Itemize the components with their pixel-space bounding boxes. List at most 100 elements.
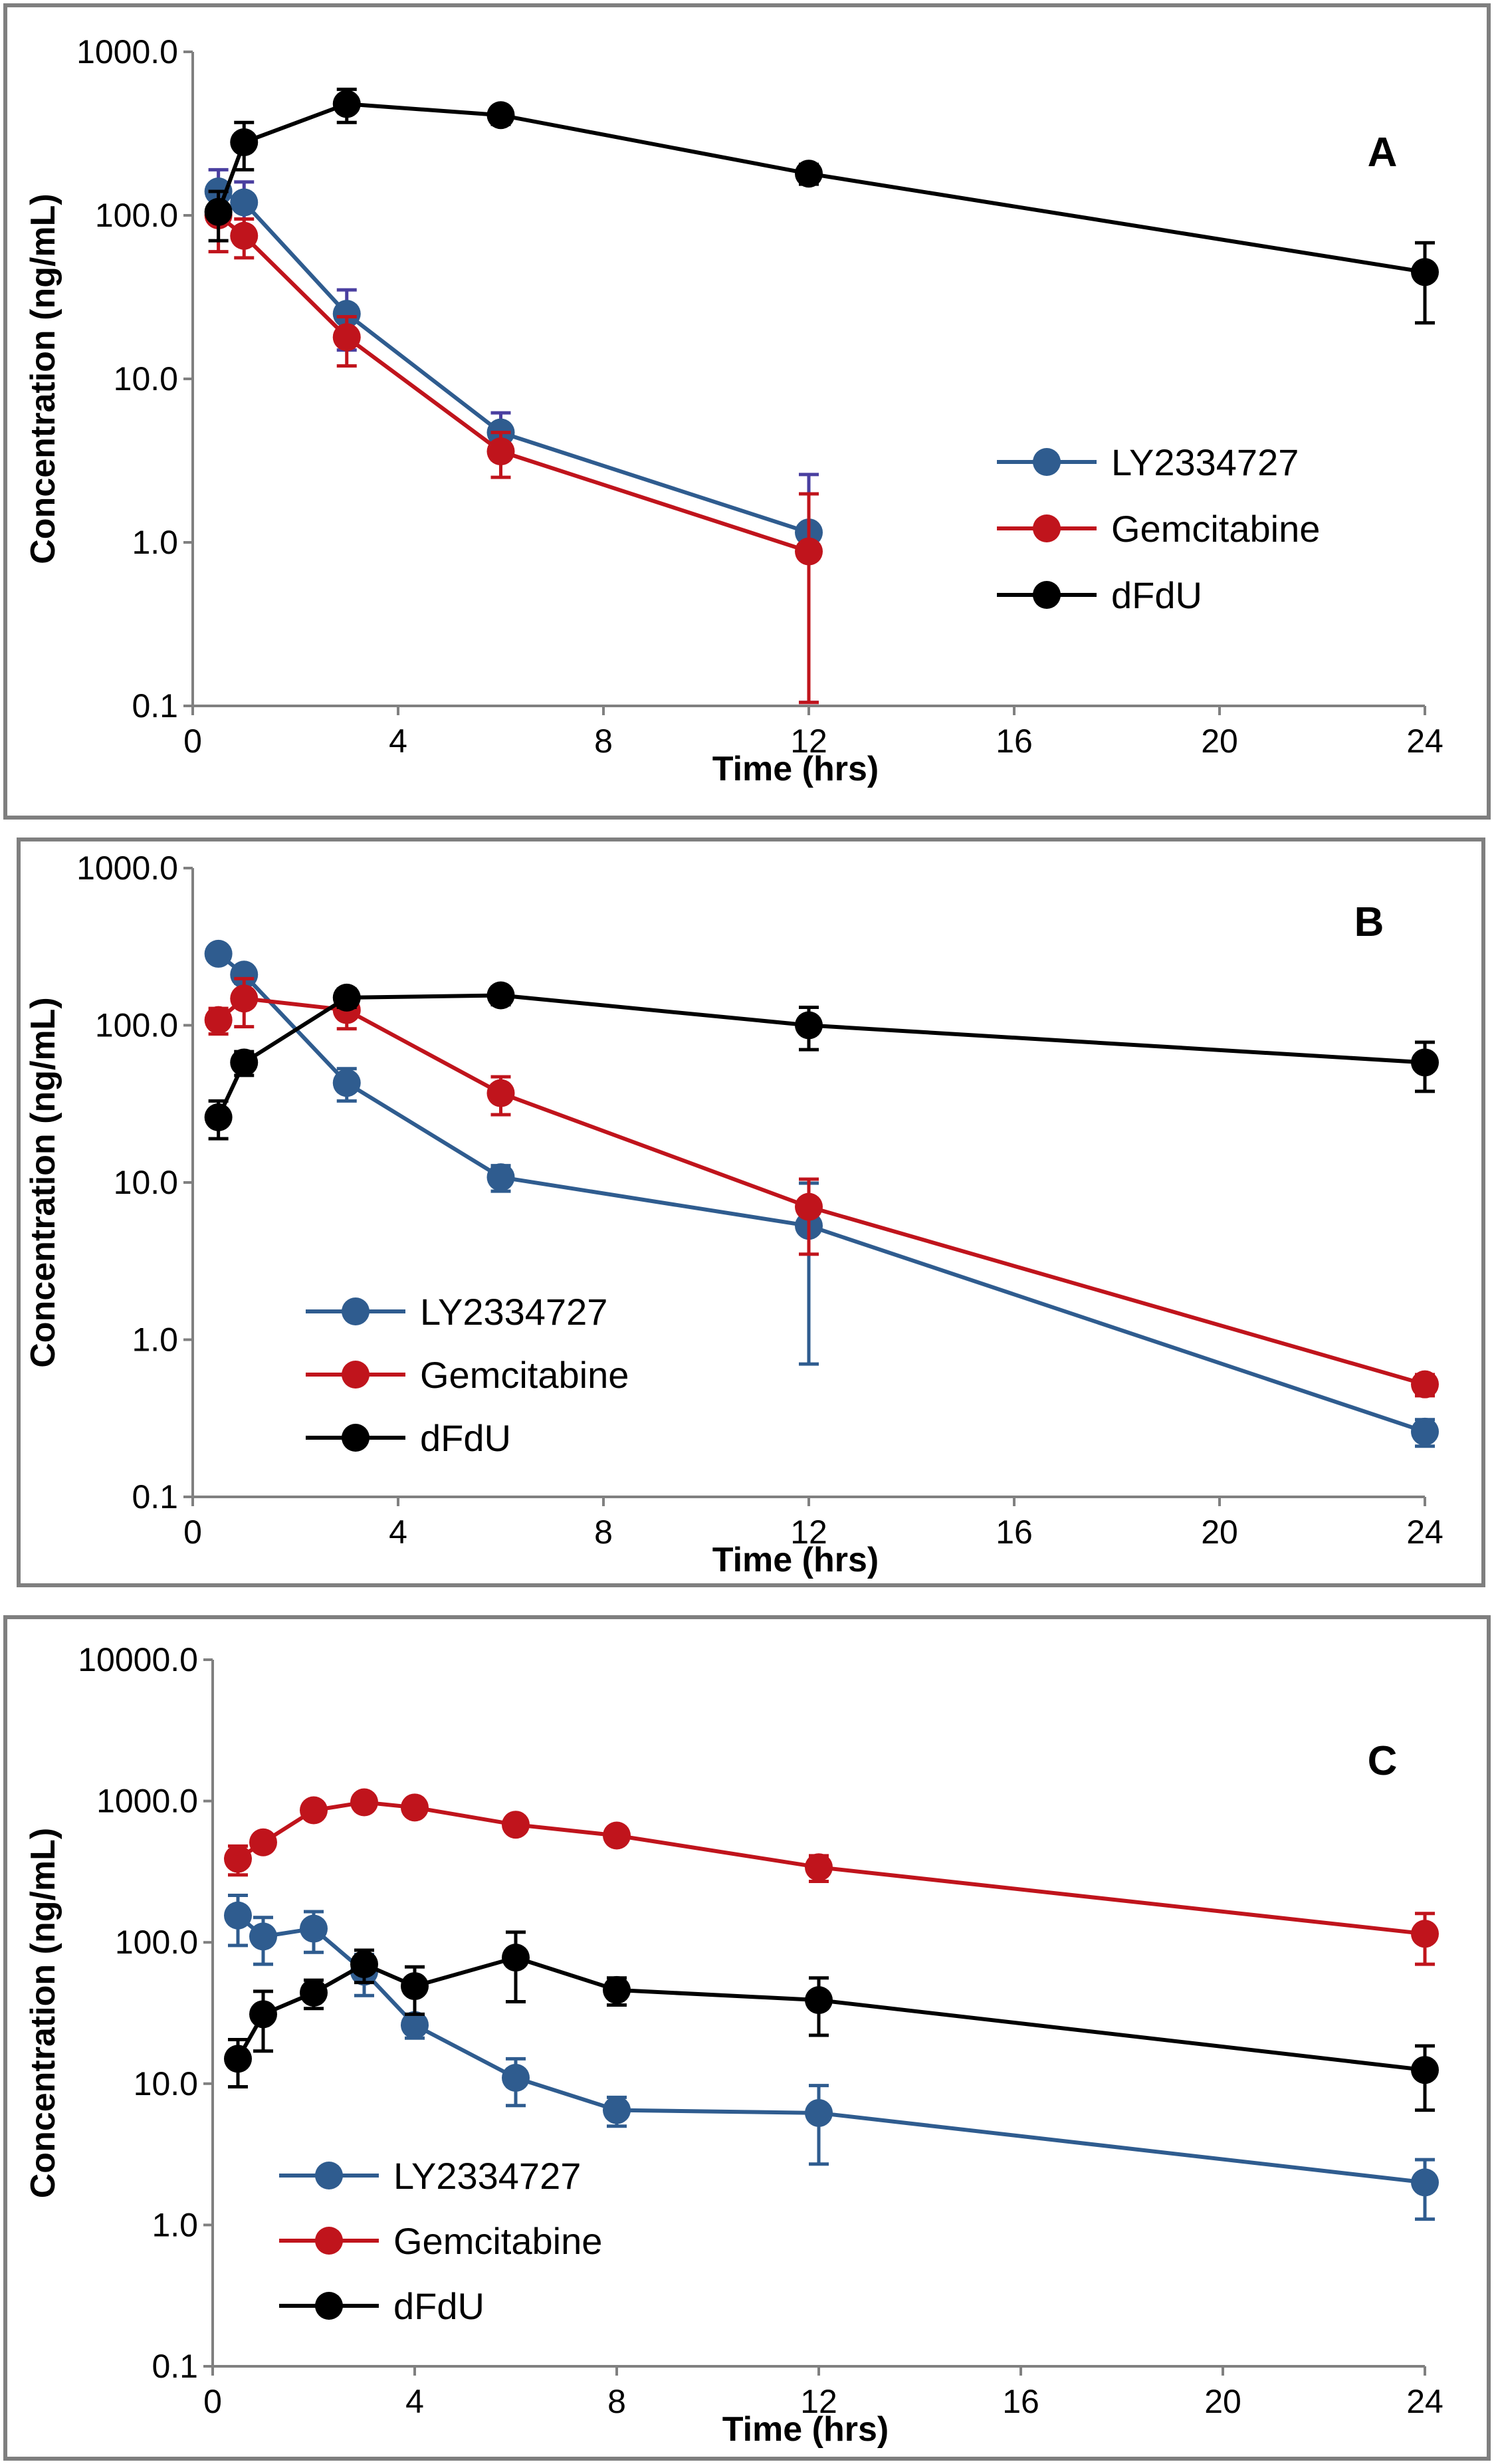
x-tick-label: 8 [594, 723, 613, 760]
data-point [401, 1793, 429, 1822]
x-tick-label: 16 [996, 723, 1033, 760]
y-tick-label: 100.0 [95, 197, 178, 234]
legend-label: LY2334727 [420, 1291, 607, 1333]
legend-marker [315, 2162, 343, 2189]
legend: LY2334727 Gemcitabine dFdU [997, 441, 1320, 616]
series-line [217, 189, 809, 534]
legend-marker [1033, 448, 1061, 476]
x-axis-title: Time (hrs) [722, 2410, 889, 2449]
data-point [805, 1853, 833, 1882]
data-point [603, 1821, 631, 1850]
series-line [216, 102, 1426, 275]
legend-marker [315, 2227, 343, 2255]
data-point [224, 1901, 252, 1930]
data-point [332, 300, 361, 328]
y-tick-label: 100.0 [95, 1007, 178, 1044]
panel-letter: B [1354, 899, 1384, 945]
y-tick-label: 10000.0 [78, 1641, 198, 1678]
y-axis-title: Concentration (ng/mL) [24, 193, 62, 564]
data-point [401, 1972, 429, 2001]
data-point [249, 2000, 277, 2029]
data-point [1411, 1417, 1439, 1446]
y-tick-label: 0.1 [152, 2348, 198, 2385]
legend-label: LY2334727 [1111, 441, 1299, 483]
data-point [401, 2011, 429, 2039]
data-point [486, 981, 515, 1010]
x-tick-label: 16 [1002, 2383, 1039, 2420]
y-tick-label: 1.0 [152, 2206, 198, 2243]
panel-frame [3, 1615, 1491, 2461]
data-point [1411, 258, 1439, 286]
data-point [332, 323, 361, 352]
data-point [224, 1845, 252, 1873]
series-gemcitabine [224, 1788, 1439, 1966]
panel-letter: C [1368, 1738, 1398, 1784]
legend-marker [342, 1424, 370, 1452]
y-axis-title: Concentration (ng/mL) [24, 1828, 62, 2199]
data-point [204, 939, 233, 968]
data-point [300, 1979, 328, 2007]
series-dfdu [204, 981, 1439, 1141]
data-point [249, 1828, 277, 1856]
data-point [795, 1192, 823, 1221]
data-point [332, 983, 361, 1012]
x-tick-label: 20 [1204, 2383, 1241, 2420]
data-point [230, 188, 259, 217]
panel-a: 0.1 1.0 10.0 100.0 1000.0 0 4 8 12 16 20 24 Time (hr… [3, 3, 1491, 820]
data-point [230, 1048, 259, 1077]
y-tick-label: 10.0 [134, 2065, 198, 2102]
y-tick-label: 10.0 [114, 1164, 178, 1201]
legend-label: LY2334727 [393, 2155, 581, 2197]
legend-label: Gemcitabine [393, 2220, 602, 2262]
x-tick-label: 12 [790, 723, 827, 760]
legend-label: dFdU [393, 2285, 484, 2327]
data-point [1411, 1920, 1439, 1948]
data-point [603, 2096, 631, 2124]
y-axis-title: Concentration (ng/mL) [24, 997, 62, 1368]
x-tick-label: 0 [183, 723, 202, 760]
data-point [300, 1914, 328, 1943]
x-tick-label: 24 [1406, 1513, 1443, 1551]
data-point [230, 984, 259, 1013]
data-point [795, 537, 823, 566]
data-point [502, 1944, 530, 1972]
series-dfdu [224, 1930, 1439, 2112]
series-ly2334727 [224, 1894, 1439, 2221]
data-point [795, 160, 823, 188]
data-point [486, 101, 515, 130]
data-point [230, 960, 259, 989]
series-line [217, 213, 809, 554]
panel-frame [3, 3, 1491, 820]
legend-label: dFdU [1111, 574, 1202, 616]
data-point [332, 1069, 361, 1097]
data-point [350, 1788, 378, 1817]
legend-marker [342, 1361, 370, 1389]
y-tick-label: 0.1 [132, 1478, 178, 1515]
data-point [230, 221, 259, 250]
x-tick-label: 0 [183, 1513, 202, 1551]
legend-label: Gemcitabine [420, 1354, 629, 1396]
data-point [1411, 2168, 1439, 2197]
data-point [805, 1986, 833, 2015]
series-line [216, 993, 1426, 1119]
series-line [217, 996, 1426, 1387]
data-point [486, 1163, 515, 1192]
legend-marker [315, 2292, 343, 2320]
x-tick-label: 4 [405, 2383, 424, 2420]
x-tick-label: 20 [1201, 723, 1238, 760]
data-point [502, 2064, 530, 2092]
x-axis-title: Time (hrs) [712, 750, 879, 788]
data-point [1411, 2056, 1439, 2084]
x-tick-label: 24 [1406, 2383, 1443, 2420]
data-point [603, 1975, 631, 2004]
legend-marker [342, 1297, 370, 1325]
x-tick-label: 12 [800, 2383, 837, 2420]
data-point [486, 1079, 515, 1107]
y-tick-label: 100.0 [115, 1924, 198, 1961]
x-axis-title: Time (hrs) [712, 1541, 879, 1579]
data-point [204, 1006, 233, 1034]
y-tick-label: 1.0 [132, 1321, 178, 1359]
y-tick-label: 1000.0 [96, 1783, 198, 1820]
panel-letter: A [1368, 130, 1398, 175]
